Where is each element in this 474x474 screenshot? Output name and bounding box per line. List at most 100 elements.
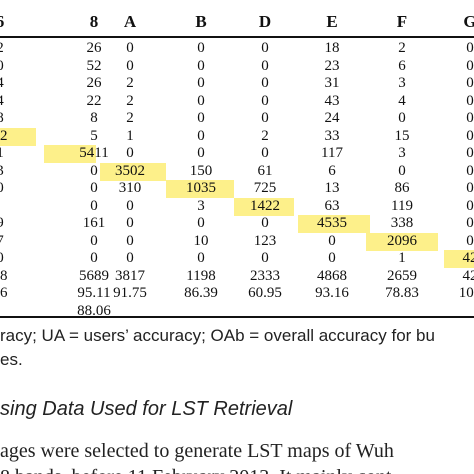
table-cell: 8 [90,110,98,127]
table-cell: 2 [261,127,269,144]
table-row: 1 5411 0 0 0 117 3 0 [0,145,474,163]
header-cell: G [463,11,474,31]
table-cell: 338 [390,215,414,232]
table-cell: 0 [261,250,269,267]
section-heading: sing Data Used for LST Retrieval [0,398,293,420]
header-cell: 8 [89,11,99,31]
table-cell: 0 [466,92,474,109]
table-cell: 100 [458,285,474,302]
table-cell: 3 [0,162,4,179]
table-cell: 0 [261,57,269,74]
table-cell: 0 [328,232,336,249]
table-cell: 725 [253,180,277,197]
table-cell: 0 [90,180,98,197]
table-cell: 310 [118,180,142,197]
table-cell: 0 [466,145,474,162]
table-cell: 42 [462,267,474,284]
table-cell: 0 [197,57,205,74]
table-cell: 86.39 [184,285,218,302]
table-cell: 0 [398,162,406,179]
table-cell: 0 [90,232,98,249]
table-cell: 52 [86,57,102,74]
table-cell: 2 [126,75,134,92]
diagonal-highlight [100,162,166,181]
table-cell: 1035 [186,180,216,197]
table-cell: 5689 [79,267,109,284]
table-cell: 0 [90,197,98,214]
table-cell: 86 [0,285,8,302]
table-cell: 1 [398,250,406,267]
table-cell: 3 [197,197,205,214]
table-cell: 161 [82,215,106,232]
table-cell: 3 [398,145,406,162]
table-row: 4 22 2 0 0 43 4 0 [0,93,474,111]
table-cell: 0 [126,57,134,74]
table-row: 0 0 310 1035 725 13 86 0 [0,180,474,198]
table-cell: 0 [261,75,269,92]
table-cell: 26 [86,75,102,92]
table-cell: 2659 [387,267,417,284]
table-cell: 24 [324,110,340,127]
table-row: 8 8 2 0 0 24 0 0 [0,110,474,128]
table-cell: 0 [466,110,474,127]
table-cell: 0 [0,180,4,197]
confusion-matrix-table: 6 8 A B D E F G 2 26 0 0 0 18 2 0 0 52 0 0 0 23 6 0 4 26 2… [0,11,474,318]
table-cell: 0 [466,215,474,232]
table-cell: 78.83 [385,285,419,302]
table-cell: 0 [0,250,4,267]
table-cell: 0 [90,250,98,267]
table-cell: 4535 [317,215,347,232]
table-cell: 2333 [250,267,280,284]
table-cell: 0 [197,40,205,57]
table-cell: 91.75 [113,285,147,302]
table-cell: 0 [466,180,474,197]
table-cell: 0 [261,110,269,127]
table-cell: 150 [189,162,213,179]
table-cell: 0 [0,57,4,74]
table-cell: 18 [324,40,340,57]
table-cell: 78 [0,267,8,284]
table-row: 62 5 1 0 2 33 15 0 [0,127,474,146]
caption-line-1: racy; UA = users’ accuracy; OAb = overal… [0,326,435,345]
table-top-rule [0,36,474,38]
caption-line-2: es. [0,350,23,369]
table-cell: 61 [257,162,273,179]
table-cell: 6 [398,57,406,74]
table-cell: 42 [462,250,474,267]
diagonal-highlight [234,197,294,216]
table-cell: 3 [398,75,406,92]
table-cell: 2 [126,92,134,109]
table-cell: 119 [391,197,413,214]
header-cell: D [258,11,272,31]
table-cell: 2 [398,40,406,57]
table-cell: 0 [261,145,269,162]
table-cell: 13 [324,180,340,197]
table-cell: 0 [197,75,205,92]
table-cell: 0 [126,197,134,214]
table-cell: 2 [0,40,4,57]
table-cell: 0 [466,127,474,144]
table-cell: 3817 [115,267,145,284]
diagonal-highlight [166,180,234,198]
table-cell: 0 [466,57,474,74]
table-cell: 1198 [186,267,216,284]
table-cell: 0 [197,110,205,127]
table-cell: 0 [466,75,474,92]
header-cell: A [123,11,137,31]
table-cell: 2096 [387,232,417,249]
table-cell: 62 [0,127,8,144]
table-cell: 0 [126,145,134,162]
table-cell: 123 [253,232,277,249]
table-cell: 4 [398,92,406,109]
table-cell: 43 [324,92,340,109]
table-cell: 63 [324,197,340,214]
table-cell: 0 [261,215,269,232]
table-cell [0,198,20,216]
table-cell: 86 [394,180,410,197]
table-cell: 5411 [79,145,109,162]
table-cell: 0 [466,40,474,57]
table-row: 0 52 0 0 0 23 6 0 [0,58,474,76]
diagonal-highlight [298,215,370,233]
